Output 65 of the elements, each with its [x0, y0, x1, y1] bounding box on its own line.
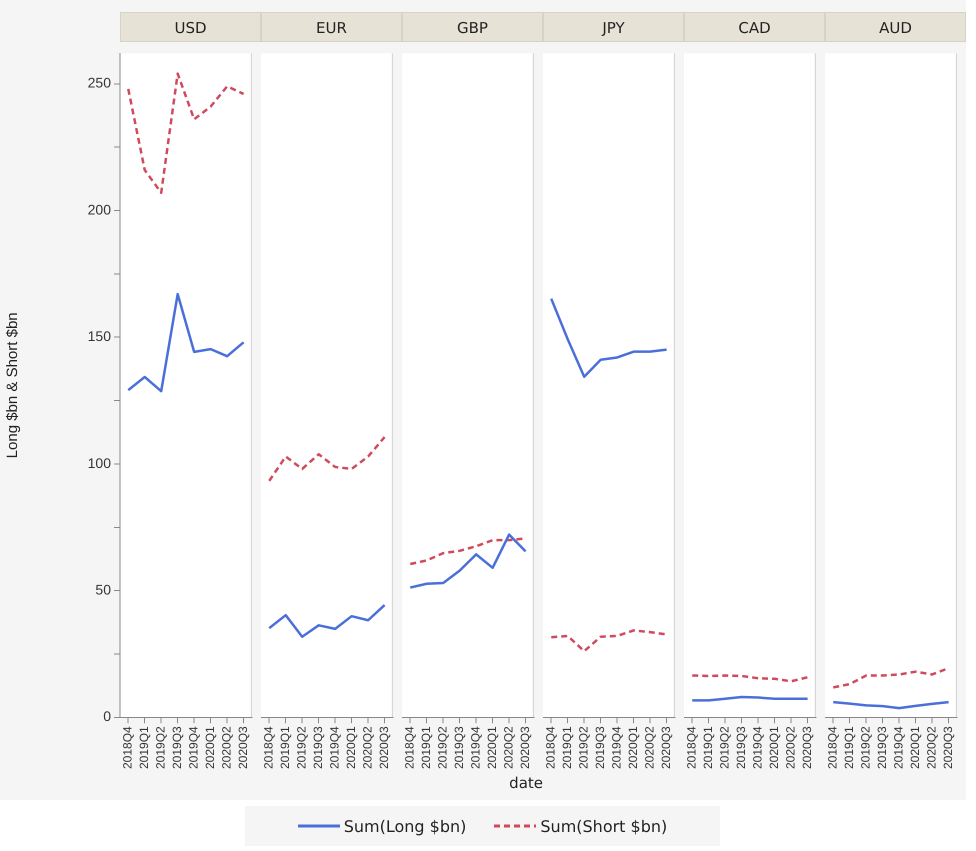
x-tick-label: 2020Q2 — [924, 726, 938, 769]
legend-label: Sum(Short $bn) — [540, 816, 668, 836]
x-tick-label: 2020Q3 — [800, 726, 814, 769]
x-tick-label: 2019Q3 — [310, 726, 325, 769]
x-tick-label: 2018Q4 — [120, 726, 135, 769]
x-tick-label: 2019Q2 — [718, 726, 732, 769]
x-axis-title: date — [508, 774, 543, 792]
y-tick-label: 200 — [88, 201, 112, 218]
x-tick-label: 2019Q1 — [842, 726, 856, 769]
y-tick-label: 150 — [88, 328, 112, 344]
x-tick-label: 2020Q1 — [766, 726, 781, 769]
x-tick-label: 2020Q2 — [219, 726, 234, 769]
x-tick-label: 2020Q2 — [642, 726, 656, 769]
x-tick-label: 2019Q2 — [436, 726, 450, 769]
chart-title: EUR — [261, 12, 402, 42]
x-tick-label: 2020Q3 — [658, 726, 673, 769]
x-tick-label: 2019Q2 — [154, 726, 168, 769]
x-tick-label: 2019Q2 — [858, 726, 873, 769]
y-axis-title: Long $bn & Short $bn — [4, 312, 22, 458]
chart-title: GBP — [402, 12, 543, 42]
x-tick-label: 2020Q3 — [940, 726, 955, 769]
x-tick-label: 2020Q1 — [344, 726, 358, 769]
x-tick-label: 2020Q1 — [484, 726, 499, 769]
x-tick-label: 2020Q3 — [376, 726, 391, 769]
chart-title: JPY — [543, 12, 684, 42]
x-tick-label: 2020Q2 — [783, 726, 798, 769]
x-tick-label: 2019Q4 — [750, 726, 764, 769]
x-tick-label: 2020Q1 — [202, 726, 217, 769]
x-tick-label: 2018Q4 — [684, 726, 699, 769]
x-tick-label: 2019Q3 — [734, 726, 748, 769]
x-tick-label: 2019Q1 — [278, 726, 292, 769]
x-tick-label: 2020Q1 — [626, 726, 640, 769]
y-tick-label: 0 — [103, 708, 112, 724]
x-tick-label: 2019Q4 — [468, 726, 482, 769]
legend-label: Sum(Long $bn) — [344, 816, 466, 836]
chart-title: CAD — [684, 12, 825, 42]
x-tick-label: 2019Q1 — [419, 726, 434, 769]
x-tick-label: 2019Q1 — [560, 726, 574, 769]
x-tick-label: 2019Q3 — [452, 726, 466, 769]
x-tick-label: 2019Q4 — [327, 726, 342, 769]
x-tick-label: 2020Q3 — [518, 726, 532, 769]
x-tick-label: 2019Q3 — [874, 726, 889, 769]
x-tick-label: 2019Q2 — [576, 726, 591, 769]
x-tick-label: 2018Q4 — [402, 726, 417, 769]
x-tick-label: 2019Q1 — [137, 726, 152, 769]
x-tick-label: 2019Q4 — [891, 726, 906, 769]
chart-title: USD — [120, 12, 261, 42]
x-tick-label: 2019Q3 — [592, 726, 607, 769]
x-tick-label: 2018Q4 — [826, 726, 840, 769]
x-tick-label: 2020Q3 — [236, 726, 250, 769]
x-tick-label: 2019Q4 — [609, 726, 624, 769]
x-tick-label: 2019Q3 — [170, 726, 184, 769]
line-series — [126, 72, 245, 194]
x-tick-label: 2020Q2 — [360, 726, 374, 769]
x-tick-label: 2018Q4 — [544, 726, 558, 769]
chart-title: AUD — [825, 12, 966, 42]
x-tick-label: 2020Q1 — [908, 726, 922, 769]
x-tick-label: 2019Q1 — [701, 726, 716, 769]
x-tick-label: 2018Q4 — [262, 726, 276, 769]
y-tick-label: 100 — [88, 454, 112, 471]
y-tick-label: 50 — [95, 581, 112, 598]
x-tick-label: 2019Q2 — [294, 726, 309, 769]
x-tick-label: 2019Q4 — [186, 726, 200, 769]
y-tick-label: 250 — [88, 74, 112, 91]
x-tick-label: 2020Q2 — [501, 726, 516, 769]
